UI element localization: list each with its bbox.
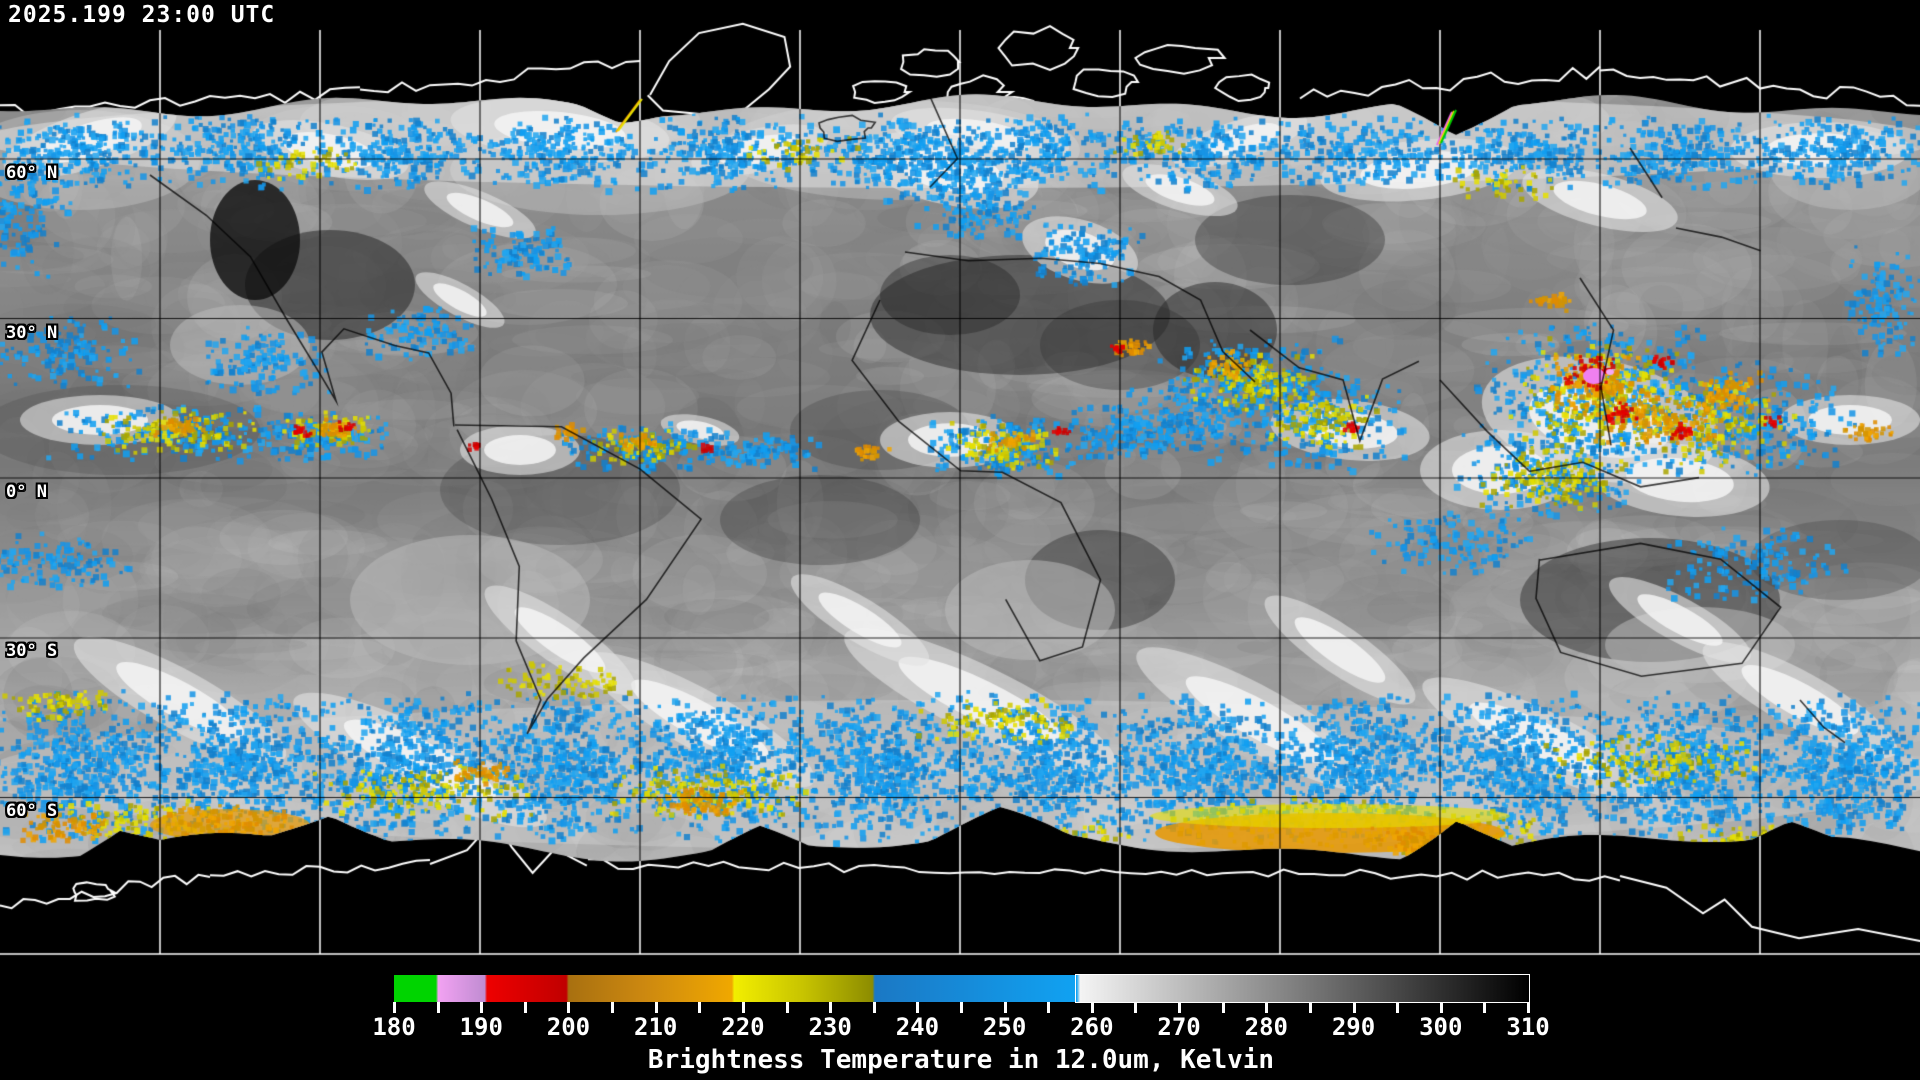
latitude-label: 60° N (6, 163, 58, 184)
colorbar-tick (785, 1002, 789, 1013)
colorbar-tick (1047, 1002, 1051, 1013)
colorbar-tick (960, 1002, 963, 1013)
colorbar-tick (1134, 1002, 1138, 1013)
latitude-label: 30° N (6, 322, 58, 343)
colorbar-tick (1439, 1002, 1443, 1013)
latitude-label: 30° S (6, 641, 58, 662)
colorbar-tick-label: 190 (459, 1013, 503, 1041)
colorbar-tick (1396, 1002, 1400, 1013)
satellite-imagery-map (0, 0, 1920, 956)
colorbar-gradient (394, 975, 1528, 1002)
colorbar-tick (1352, 1002, 1356, 1013)
colorbar-tick-label: 210 (634, 1013, 678, 1041)
colorbar-tick (1527, 1002, 1530, 1013)
colorbar-tick (1308, 1002, 1312, 1013)
colorbar-tick-label: 230 (808, 1013, 852, 1041)
colorbar-tick (393, 1002, 396, 1013)
colorbar-tick-label: 250 (982, 1013, 1027, 1041)
colorbar-tick (1090, 1002, 1094, 1013)
latitude-label: 0° N (6, 482, 47, 502)
colorbar-tick-label: 290 (1331, 1013, 1376, 1041)
colorbar-tick (872, 1002, 876, 1013)
colorbar-tick (523, 1002, 527, 1013)
colorbar-tick (698, 1002, 702, 1013)
colorbar-tick (611, 1002, 615, 1013)
latitude-label: 60° S (6, 800, 58, 821)
colorbar-tick (1265, 1002, 1269, 1013)
colorbar-tick (436, 1002, 440, 1013)
colorbar-tick-label: 200 (546, 1013, 591, 1041)
colorbar-tick-label: 280 (1244, 1013, 1288, 1041)
colorbar-tick (480, 1002, 484, 1013)
timestamp-label: 2025.199 23:00 UTC (8, 2, 276, 28)
colorbar-tick (741, 1002, 745, 1013)
colorbar-tick-label: 300 (1419, 1013, 1463, 1041)
colorbar-tick-label: 270 (1157, 1013, 1201, 1041)
colorbar-tick (1483, 1002, 1487, 1013)
colorbar-caption: Brightness Temperature in 12.0um, Kelvin (647, 1045, 1275, 1075)
colorbar-tick-label: 220 (721, 1013, 765, 1041)
colorbar-tick (829, 1002, 833, 1013)
colorbar-tick-label: 310 (1506, 1013, 1550, 1041)
colorbar-tick (654, 1002, 658, 1013)
colorbar-tick-label: 240 (895, 1013, 940, 1041)
colorbar-tick (916, 1002, 920, 1013)
colorbar-tick (1003, 1002, 1007, 1013)
colorbar: 180 190 200 210 220 230 240 250 260 270 280 290 300 3… (372, 974, 1550, 1080)
colorbar-tick-label: 180 (372, 1013, 416, 1041)
colorbar-tick-label: 260 (1070, 1013, 1114, 1041)
colorbar-tick (1178, 1002, 1182, 1013)
colorbar-tick (567, 1002, 571, 1013)
colorbar-tick (1221, 1002, 1225, 1013)
